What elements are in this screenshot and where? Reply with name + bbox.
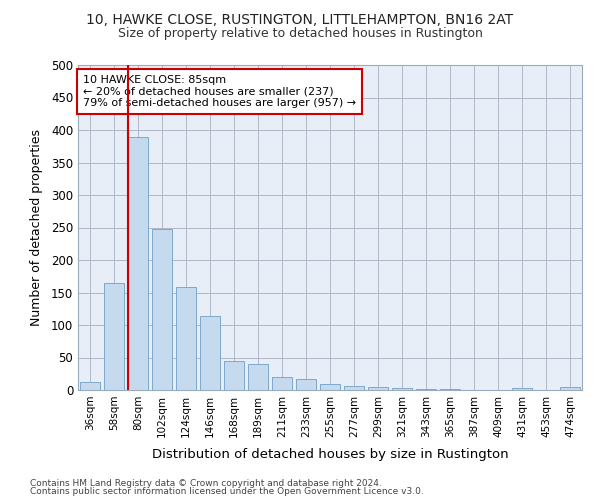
- Bar: [368, 387, 388, 390]
- Bar: [224, 361, 244, 390]
- Bar: [296, 379, 316, 390]
- Bar: [80, 382, 100, 390]
- Text: Size of property relative to detached houses in Rustington: Size of property relative to detached ho…: [118, 28, 482, 40]
- Y-axis label: Number of detached properties: Number of detached properties: [29, 129, 43, 326]
- Text: 10 HAWKE CLOSE: 85sqm
← 20% of detached houses are smaller (237)
79% of semi-det: 10 HAWKE CLOSE: 85sqm ← 20% of detached …: [83, 74, 356, 108]
- X-axis label: Distribution of detached houses by size in Rustington: Distribution of detached houses by size …: [152, 448, 508, 461]
- Bar: [560, 387, 580, 390]
- Bar: [320, 384, 340, 390]
- Bar: [104, 283, 124, 390]
- Bar: [152, 229, 172, 390]
- Text: Contains public sector information licensed under the Open Government Licence v3: Contains public sector information licen…: [30, 487, 424, 496]
- Bar: [344, 386, 364, 390]
- Bar: [128, 136, 148, 390]
- Bar: [392, 388, 412, 390]
- Bar: [176, 288, 196, 390]
- Text: 10, HAWKE CLOSE, RUSTINGTON, LITTLEHAMPTON, BN16 2AT: 10, HAWKE CLOSE, RUSTINGTON, LITTLEHAMPT…: [86, 12, 514, 26]
- Bar: [200, 316, 220, 390]
- Bar: [416, 388, 436, 390]
- Bar: [248, 364, 268, 390]
- Text: Contains HM Land Registry data © Crown copyright and database right 2024.: Contains HM Land Registry data © Crown c…: [30, 478, 382, 488]
- Bar: [272, 377, 292, 390]
- Bar: [512, 388, 532, 390]
